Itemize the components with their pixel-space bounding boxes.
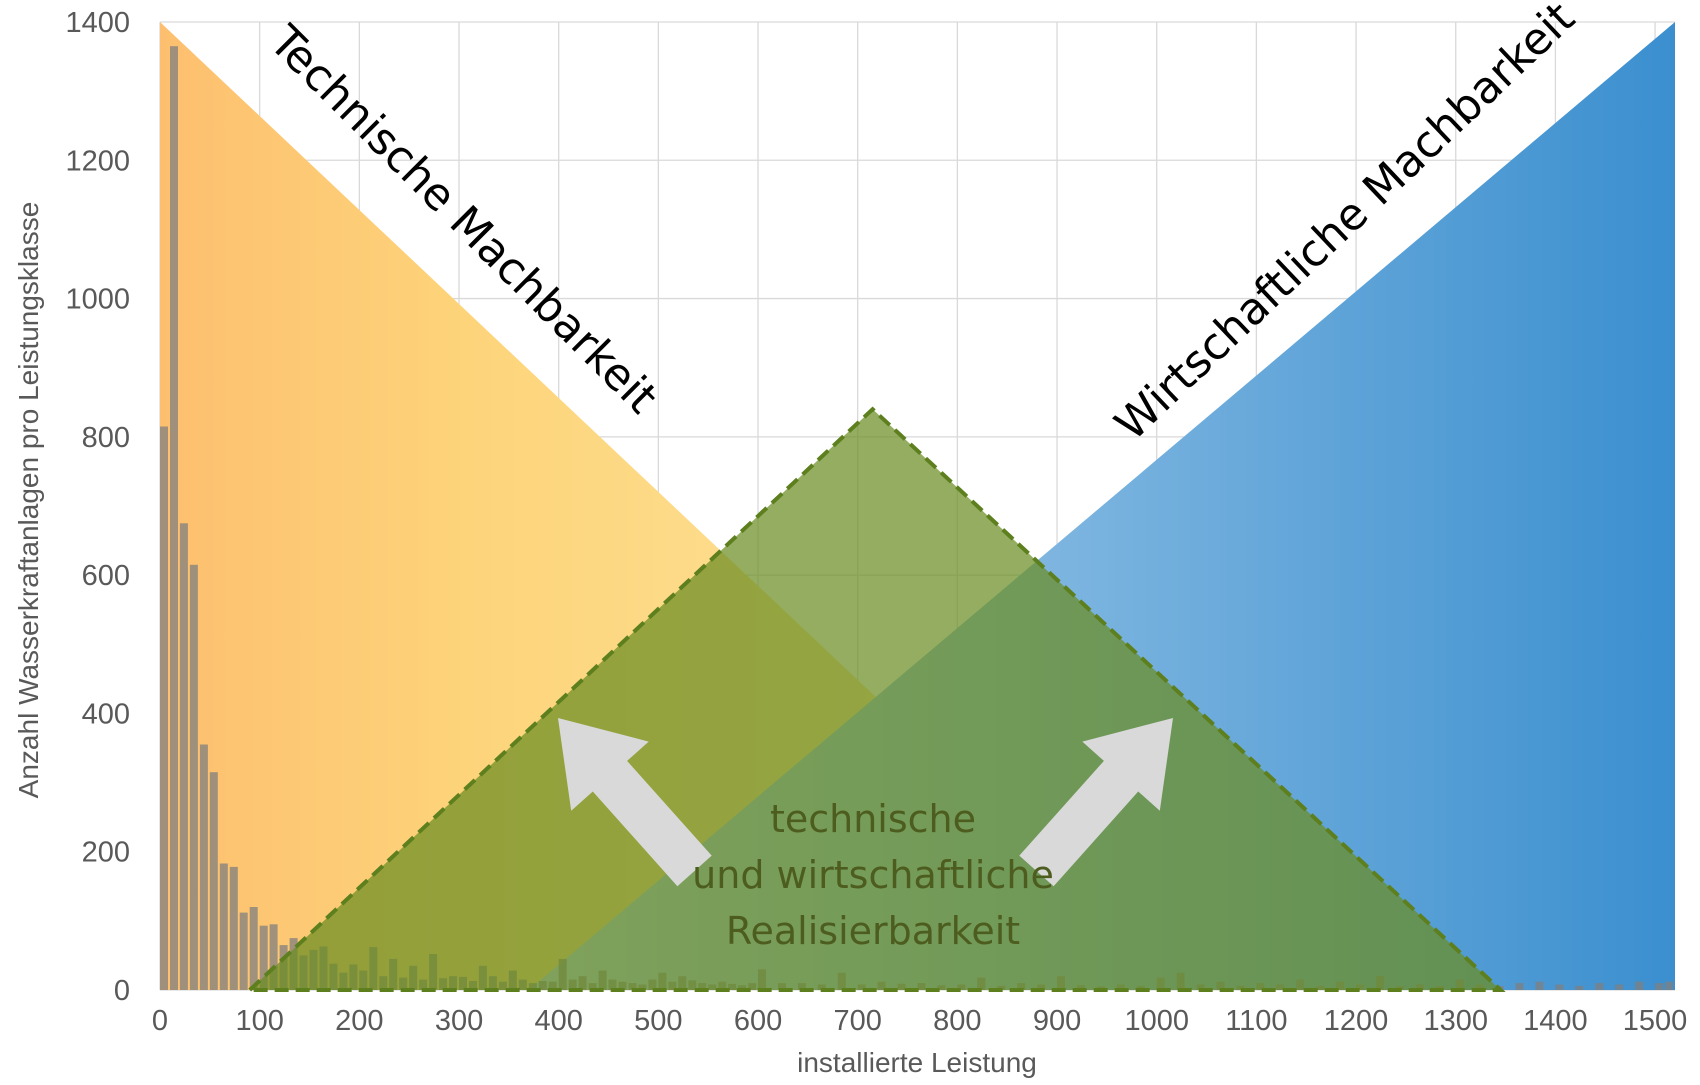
realization-area — [244, 406, 1506, 992]
bar — [189, 564, 198, 990]
arrow-right-icon — [1019, 718, 1173, 887]
bar — [1655, 983, 1664, 990]
bar — [1595, 983, 1604, 990]
y-tick-label: 1000 — [65, 284, 130, 316]
bar — [229, 866, 238, 990]
x-tick-label: 200 — [335, 1005, 383, 1037]
arrow-left-icon — [558, 718, 712, 887]
bar — [1555, 984, 1564, 990]
x-tick-label: 1000 — [1124, 1005, 1189, 1037]
y-tick-label: 1400 — [65, 7, 130, 39]
bar — [1575, 985, 1584, 990]
y-tick-label: 400 — [82, 698, 130, 730]
bar — [1515, 983, 1524, 990]
x-tick-label: 1500 — [1623, 1005, 1688, 1037]
bar — [199, 744, 208, 990]
y-axis-ticks: 0 200 400 600 800 1000 1200 1400 — [65, 7, 130, 1007]
overlay-label-line-3: Realisierbarkeit — [726, 909, 1020, 953]
x-tick-label: 1100 — [1225, 1005, 1287, 1037]
y-tick-label: 200 — [82, 837, 130, 869]
x-tick-label: 1300 — [1423, 1005, 1488, 1037]
x-tick-label: 900 — [1033, 1005, 1081, 1037]
bar — [209, 772, 218, 990]
x-tick-label: 600 — [734, 1005, 782, 1037]
overlay-label-line-2: und wirtschaftliche — [692, 853, 1054, 897]
y-axis-title: Anzahl Wasserkraftanlagen pro Leistungsk… — [13, 202, 44, 799]
x-tick-label: 500 — [634, 1005, 682, 1037]
y-tick-label: 600 — [82, 560, 130, 592]
bar — [1665, 981, 1673, 990]
x-axis-title: installierte Leistung — [797, 1047, 1037, 1078]
bar — [259, 925, 268, 990]
x-axis-ticks: 0 100 200 300 400 500 600 700 800 900 1000 1100 1200… — [152, 1005, 1687, 1037]
y-tick-label: 800 — [82, 422, 130, 454]
bar — [179, 523, 188, 990]
x-tick-label: 1400 — [1523, 1005, 1588, 1037]
y-tick-label: 1200 — [65, 145, 130, 177]
bar — [239, 912, 248, 990]
x-tick-label: 300 — [435, 1005, 483, 1037]
x-tick-label: 0 — [152, 1005, 168, 1037]
overlay-label-line-1: technische — [770, 797, 976, 841]
x-tick-label: 400 — [534, 1005, 582, 1037]
bar — [269, 924, 278, 990]
x-tick-label: 800 — [933, 1005, 981, 1037]
x-tick-label: 700 — [834, 1005, 882, 1037]
x-tick-label: 1200 — [1324, 1005, 1389, 1037]
bar — [160, 426, 168, 990]
y-tick-label: 0 — [114, 975, 130, 1007]
bar — [219, 863, 228, 990]
bar — [1635, 981, 1644, 990]
x-tick-label: 100 — [235, 1005, 283, 1037]
bar — [249, 907, 258, 990]
bar — [1615, 984, 1624, 990]
bar — [170, 46, 178, 990]
bar — [1535, 981, 1544, 990]
